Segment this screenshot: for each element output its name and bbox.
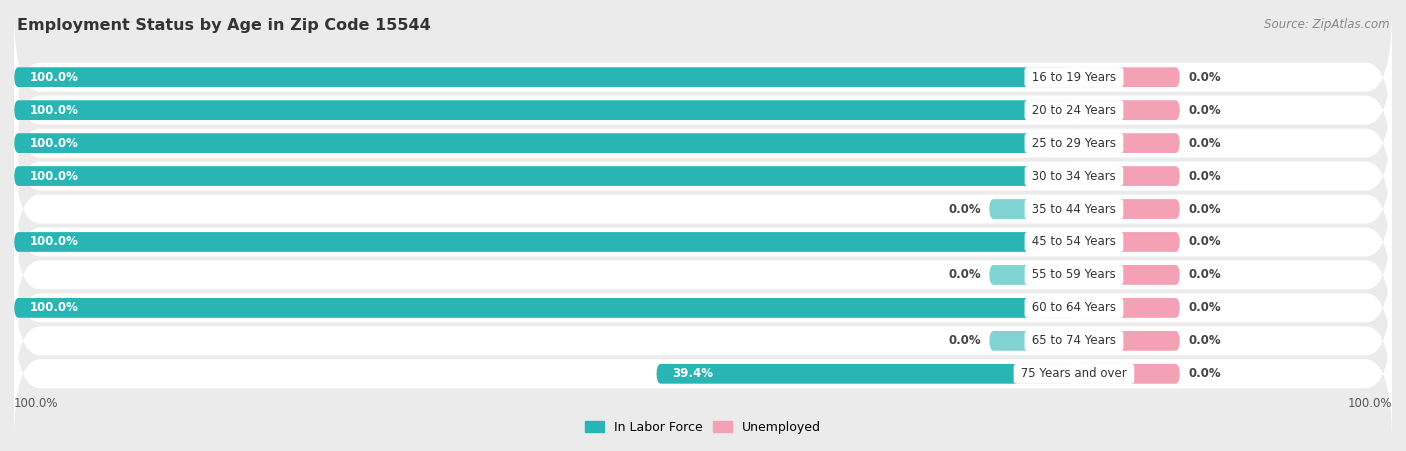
Text: 20 to 24 Years: 20 to 24 Years <box>1028 104 1119 117</box>
FancyBboxPatch shape <box>14 240 1392 376</box>
Text: 30 to 34 Years: 30 to 34 Years <box>1028 170 1119 183</box>
Text: 55 to 59 Years: 55 to 59 Years <box>1028 268 1119 281</box>
FancyBboxPatch shape <box>14 9 1392 145</box>
FancyBboxPatch shape <box>1074 298 1180 318</box>
Text: 0.0%: 0.0% <box>1188 137 1220 150</box>
Text: 0.0%: 0.0% <box>948 334 981 347</box>
FancyBboxPatch shape <box>14 273 1392 409</box>
FancyBboxPatch shape <box>14 67 1074 87</box>
FancyBboxPatch shape <box>14 166 1074 186</box>
Text: 0.0%: 0.0% <box>1188 301 1220 314</box>
Text: 0.0%: 0.0% <box>948 202 981 216</box>
FancyBboxPatch shape <box>1074 232 1180 252</box>
Text: 100.0%: 100.0% <box>14 397 59 410</box>
FancyBboxPatch shape <box>1074 166 1180 186</box>
Text: 100.0%: 100.0% <box>30 235 79 249</box>
Text: 16 to 19 Years: 16 to 19 Years <box>1028 71 1121 84</box>
Text: 39.4%: 39.4% <box>672 367 713 380</box>
FancyBboxPatch shape <box>1074 364 1180 384</box>
FancyBboxPatch shape <box>14 108 1392 244</box>
Text: 0.0%: 0.0% <box>1188 71 1220 84</box>
Text: 35 to 44 Years: 35 to 44 Years <box>1028 202 1119 216</box>
FancyBboxPatch shape <box>1074 331 1180 351</box>
FancyBboxPatch shape <box>14 207 1392 343</box>
Text: 0.0%: 0.0% <box>1188 268 1220 281</box>
Text: 0.0%: 0.0% <box>1188 235 1220 249</box>
Text: 0.0%: 0.0% <box>1188 367 1220 380</box>
Text: 100.0%: 100.0% <box>1347 397 1392 410</box>
FancyBboxPatch shape <box>14 232 1074 252</box>
FancyBboxPatch shape <box>1074 265 1180 285</box>
Text: 0.0%: 0.0% <box>1188 334 1220 347</box>
Text: 60 to 64 Years: 60 to 64 Years <box>1028 301 1119 314</box>
FancyBboxPatch shape <box>657 364 1074 384</box>
Text: 65 to 74 Years: 65 to 74 Years <box>1028 334 1119 347</box>
FancyBboxPatch shape <box>990 265 1074 285</box>
Text: Employment Status by Age in Zip Code 15544: Employment Status by Age in Zip Code 155… <box>17 18 430 33</box>
Text: 100.0%: 100.0% <box>30 170 79 183</box>
FancyBboxPatch shape <box>14 42 1392 178</box>
Text: 0.0%: 0.0% <box>948 268 981 281</box>
FancyBboxPatch shape <box>14 141 1392 277</box>
Text: 0.0%: 0.0% <box>1188 202 1220 216</box>
FancyBboxPatch shape <box>1074 199 1180 219</box>
FancyBboxPatch shape <box>990 331 1074 351</box>
FancyBboxPatch shape <box>14 133 1074 153</box>
Text: 25 to 29 Years: 25 to 29 Years <box>1028 137 1119 150</box>
FancyBboxPatch shape <box>14 298 1074 318</box>
Text: 45 to 54 Years: 45 to 54 Years <box>1028 235 1119 249</box>
FancyBboxPatch shape <box>1074 100 1180 120</box>
Text: 0.0%: 0.0% <box>1188 170 1220 183</box>
Text: 100.0%: 100.0% <box>30 301 79 314</box>
Text: 75 Years and over: 75 Years and over <box>1017 367 1130 380</box>
FancyBboxPatch shape <box>14 306 1392 442</box>
FancyBboxPatch shape <box>1074 133 1180 153</box>
Text: Source: ZipAtlas.com: Source: ZipAtlas.com <box>1264 18 1389 31</box>
Text: 100.0%: 100.0% <box>30 137 79 150</box>
Text: 100.0%: 100.0% <box>30 71 79 84</box>
Text: 0.0%: 0.0% <box>1188 104 1220 117</box>
FancyBboxPatch shape <box>14 75 1392 211</box>
Legend: In Labor Force, Unemployed: In Labor Force, Unemployed <box>581 416 825 439</box>
Text: 100.0%: 100.0% <box>30 104 79 117</box>
FancyBboxPatch shape <box>990 199 1074 219</box>
FancyBboxPatch shape <box>1074 67 1180 87</box>
FancyBboxPatch shape <box>14 174 1392 310</box>
FancyBboxPatch shape <box>14 100 1074 120</box>
